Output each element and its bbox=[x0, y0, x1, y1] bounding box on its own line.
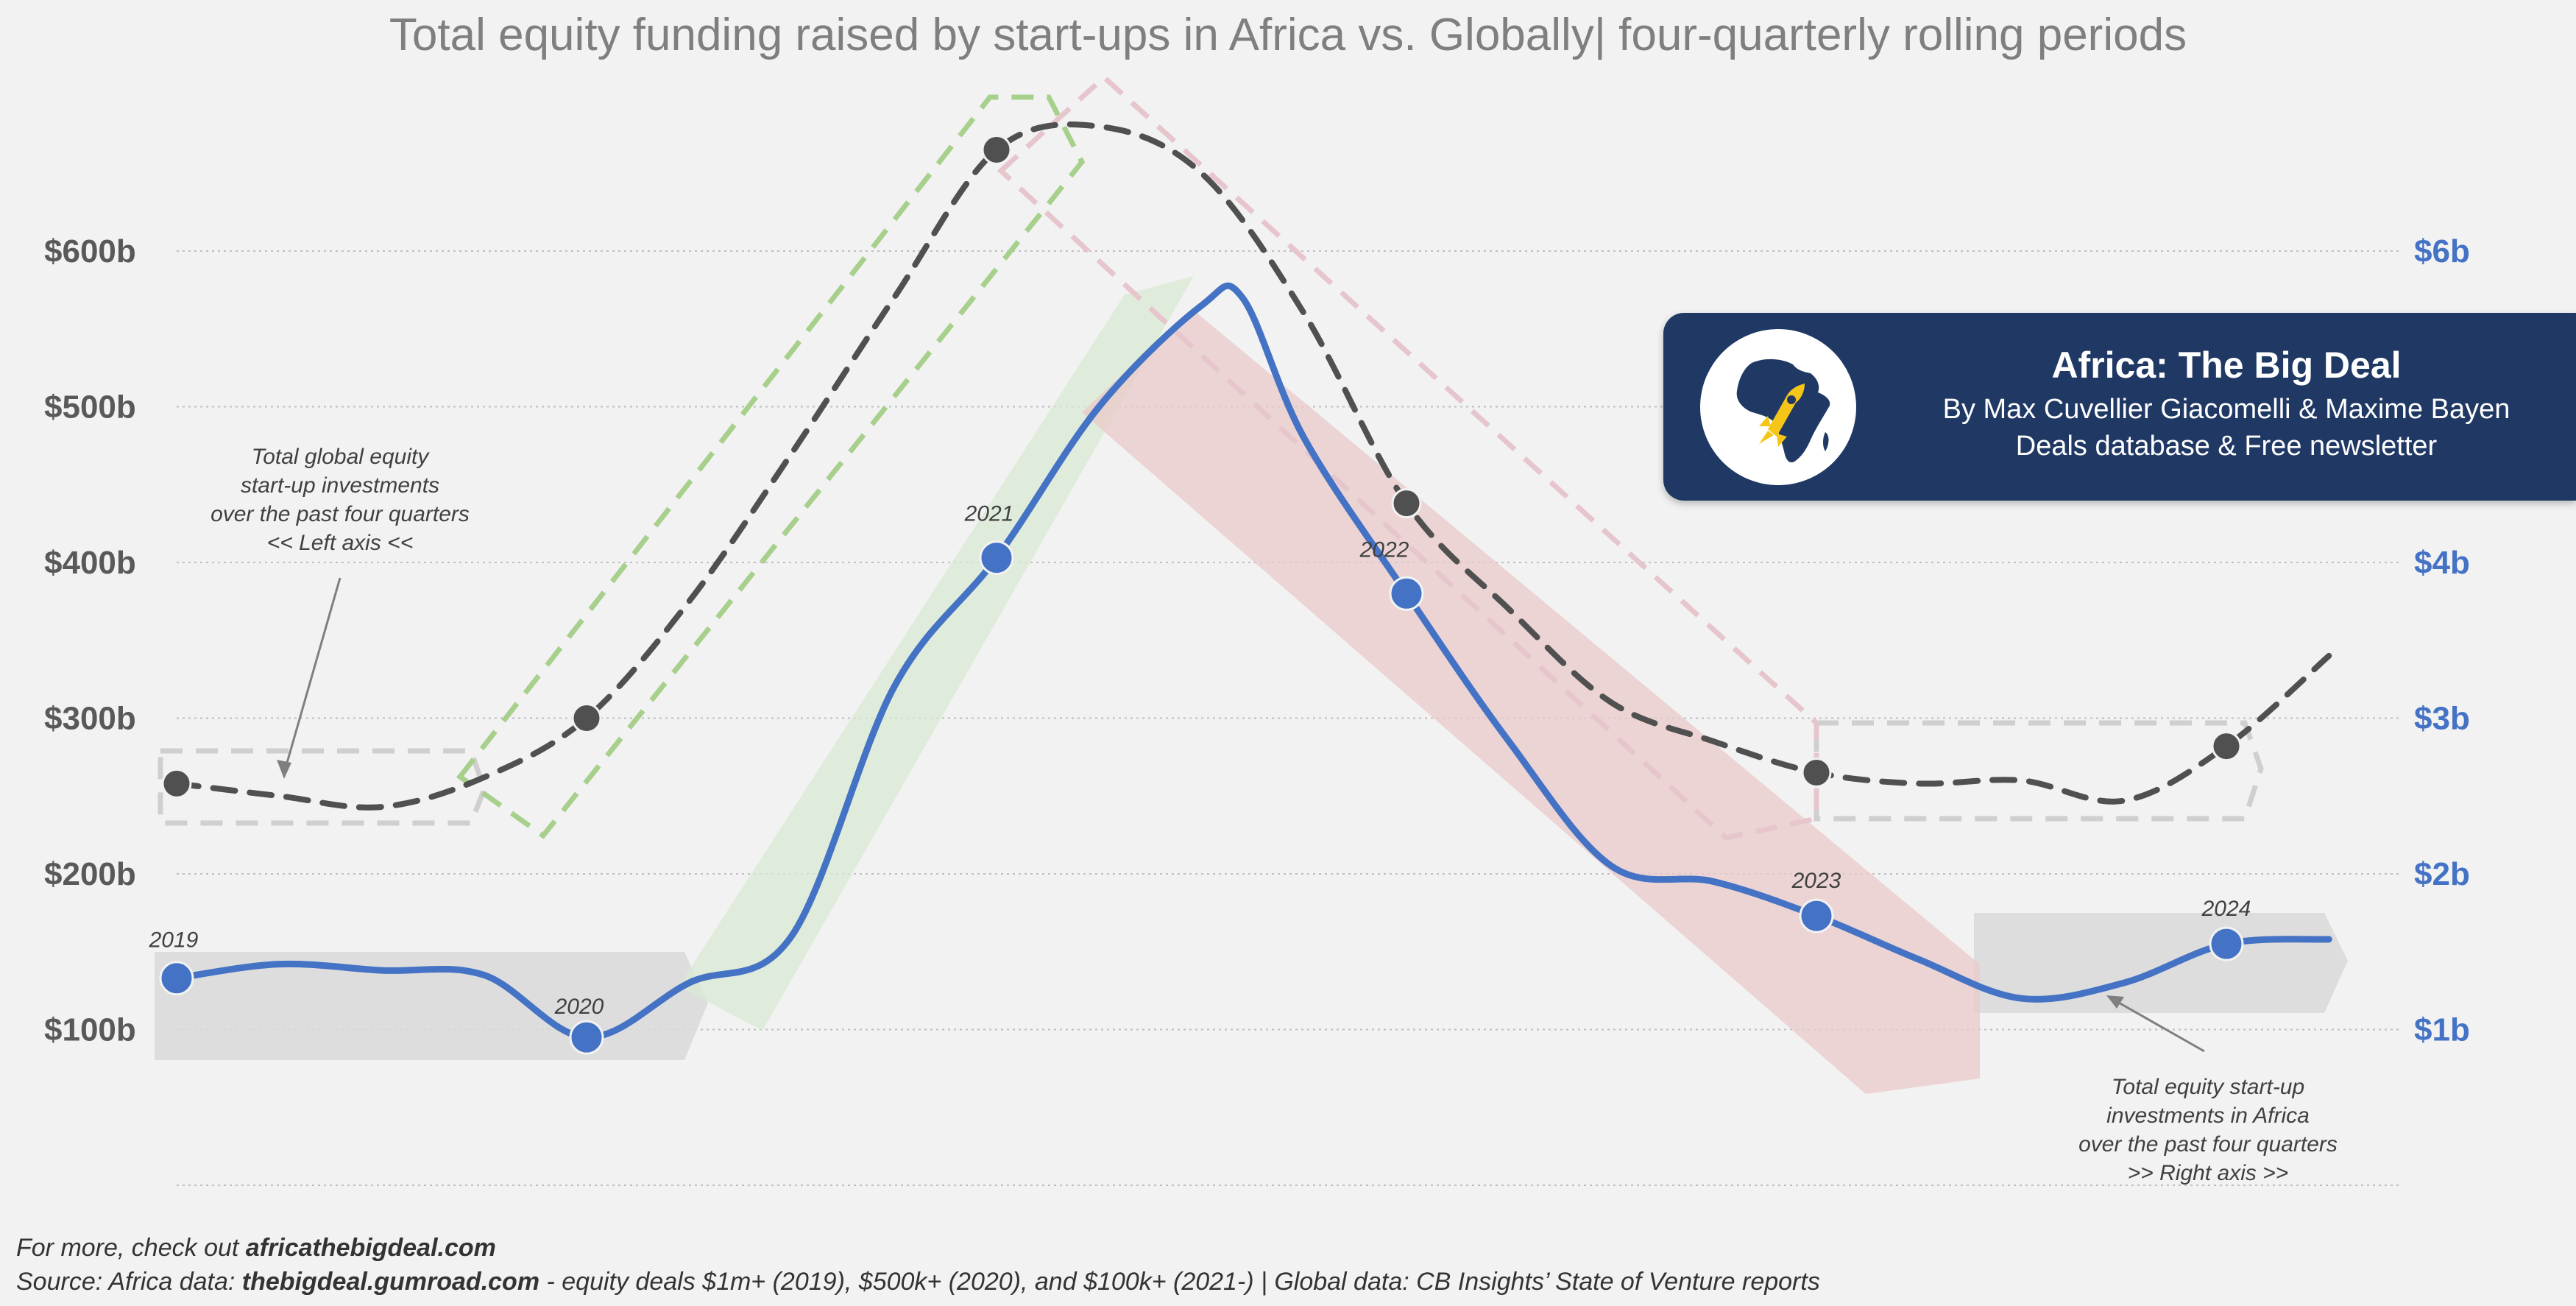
left-axis: $100b $200b $300b $400b $500b $600b bbox=[44, 233, 136, 1048]
global-flat-box-2023 bbox=[1814, 720, 2264, 822]
annotations: Total global equity start-up investments o… bbox=[210, 445, 2338, 1185]
left-axis-tick-label: $400b bbox=[44, 545, 136, 581]
series-lines bbox=[173, 121, 2332, 1041]
global-marker bbox=[1801, 758, 1832, 788]
africa-annotation-line: >> Right axis >> bbox=[2128, 1161, 2288, 1185]
africa-rocket-logo bbox=[1700, 329, 1856, 485]
africa-annotation-arrow bbox=[2112, 998, 2205, 1053]
global-annotation-line: start-up investments bbox=[241, 473, 439, 498]
year-label: 2024 bbox=[2201, 897, 2251, 921]
global-marker bbox=[571, 703, 602, 733]
africa-marker bbox=[979, 540, 1014, 576]
right-axis-tick-label: $2b bbox=[2414, 856, 2470, 892]
africa-annotation-line: over the past four quarters bbox=[2078, 1132, 2338, 1157]
africa-annotation-line: Total equity start-up bbox=[2112, 1075, 2304, 1099]
footer-source-prefix: Source: Africa data: bbox=[16, 1268, 242, 1296]
series-markers bbox=[159, 135, 2244, 1055]
year-label: 2021 bbox=[964, 502, 1014, 526]
trend-bands bbox=[155, 74, 2348, 1094]
chart-title: Total equity funding raised by start-ups… bbox=[389, 10, 2187, 60]
africa-rising-band bbox=[679, 276, 1194, 1031]
global-annotation-arrow bbox=[283, 577, 342, 774]
africa-marker bbox=[2209, 926, 2244, 961]
global-marker bbox=[2211, 731, 2242, 762]
left-axis-tick-label: $200b bbox=[44, 856, 136, 892]
year-label: 2023 bbox=[1791, 869, 1841, 893]
year-label: 2020 bbox=[554, 995, 604, 1019]
left-axis-tick-label: $100b bbox=[44, 1012, 136, 1048]
footer-gumroad-link[interactable]: thebigdeal.gumroad.com bbox=[241, 1268, 540, 1296]
africa-map-icon bbox=[1736, 359, 1830, 463]
right-axis-tick-label: $3b bbox=[2414, 701, 2470, 737]
global-annotation-line: over the past four quarters bbox=[210, 502, 470, 526]
right-axis-tick-label: $6b bbox=[2414, 233, 2470, 269]
brand-banner[interactable]: Africa: The Big Deal By Max Cuvellier Gi… bbox=[1663, 313, 2576, 501]
africa-marker bbox=[1799, 898, 1834, 933]
footer-website-link[interactable]: africathebigdeal.com bbox=[245, 1234, 496, 1262]
brand-authors: By Max Cuvellier Giacomelli & Maxime Bay… bbox=[1942, 394, 2510, 425]
africa-annotation-line: investments in Africa bbox=[2106, 1104, 2310, 1128]
right-axis-tick-label: $4b bbox=[2414, 545, 2470, 581]
global-marker bbox=[161, 768, 192, 799]
footer-source-rest: - equity deals $1m+ (2019), $500k+ (2020… bbox=[539, 1268, 1820, 1296]
footer-source: Source: Africa data: thebigdeal.gumroad.… bbox=[16, 1268, 1820, 1296]
right-axis-tick-label: $1b bbox=[2414, 1012, 2470, 1048]
left-axis-tick-label: $600b bbox=[44, 233, 136, 269]
left-axis-tick-label: $300b bbox=[44, 701, 136, 737]
africa-falling-band bbox=[1082, 309, 1980, 1094]
year-label: 2022 bbox=[1359, 537, 1409, 562]
global-marker bbox=[981, 135, 1012, 166]
right-axis: $1b $2b $3b $4b $6b bbox=[2414, 233, 2470, 1048]
year-labels: 2019 2020 2021 2022 2023 2024 bbox=[149, 502, 2251, 1019]
year-label: 2019 bbox=[149, 928, 199, 953]
brand-tagline: Deals database & Free newsletter bbox=[2015, 431, 2438, 462]
footer-more: For more, check out africathebigdeal.com bbox=[16, 1234, 496, 1263]
global-flat-box-2019 bbox=[158, 748, 487, 826]
brand-text: Africa: The Big Deal By Max Cuvellier Gi… bbox=[1877, 313, 2576, 501]
footer-more-prefix: For more, check out bbox=[16, 1234, 246, 1262]
global-rising-box bbox=[456, 94, 1086, 839]
left-axis-tick-label: $500b bbox=[44, 389, 136, 426]
global-annotation-arrowhead bbox=[277, 760, 291, 779]
global-marker bbox=[1391, 488, 1422, 519]
global-annotation-line: << Left axis << bbox=[267, 531, 413, 555]
brand-title: Africa: The Big Deal bbox=[2051, 345, 2402, 386]
africa-marker bbox=[569, 1020, 604, 1055]
africa-marker bbox=[159, 961, 194, 996]
africa-annotation-arrowhead bbox=[2106, 995, 2124, 1009]
africa-marker bbox=[1389, 576, 1424, 611]
global-annotation-line: Total global equity bbox=[252, 445, 431, 469]
